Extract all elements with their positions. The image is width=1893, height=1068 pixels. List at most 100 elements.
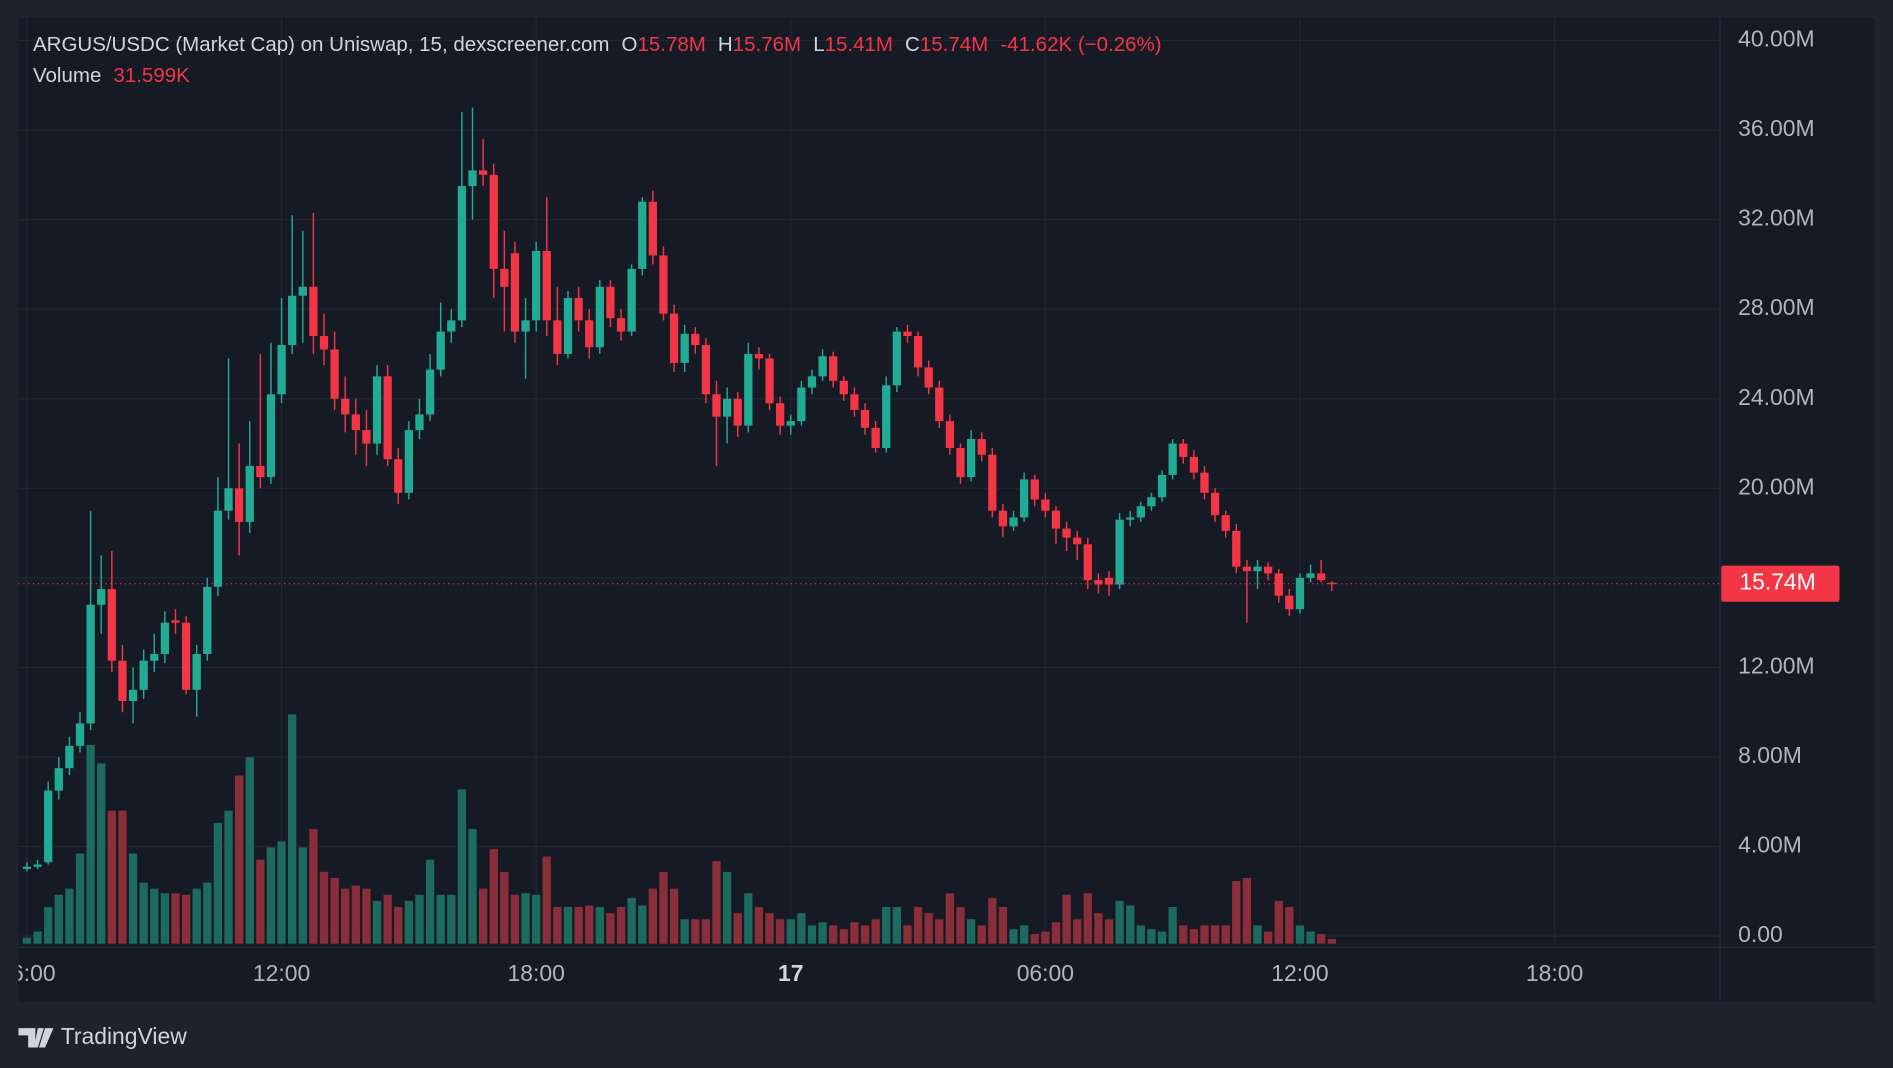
ohlc-value: 15.76M xyxy=(733,33,801,56)
candle-body xyxy=(1221,515,1230,531)
candle-body xyxy=(669,313,679,363)
candle-body xyxy=(309,286,318,337)
candle-body xyxy=(1232,530,1241,567)
volume-bar xyxy=(776,919,785,944)
candle-body xyxy=(1317,573,1326,581)
candle-body xyxy=(245,465,254,522)
candle-body xyxy=(457,186,467,321)
volume-bar xyxy=(1147,929,1156,944)
candle-body xyxy=(701,345,711,395)
candle-body xyxy=(65,745,74,769)
volume-bar xyxy=(351,885,360,944)
volume-bar xyxy=(754,907,764,944)
volume-bar xyxy=(404,900,414,944)
candle-body xyxy=(478,170,488,175)
volume-bar xyxy=(65,888,74,944)
volume-bar xyxy=(22,937,32,944)
candle-body xyxy=(171,620,180,623)
candle-body xyxy=(998,510,1008,527)
volume-bar xyxy=(553,907,562,944)
candle-body xyxy=(1189,456,1199,473)
candle-body xyxy=(150,654,159,661)
candle-body xyxy=(1168,443,1177,475)
volume-bar xyxy=(245,757,254,944)
x-tick-label: 06:00 xyxy=(0,960,56,986)
candle-body xyxy=(659,255,668,314)
volume-bar xyxy=(935,919,944,944)
candle-body xyxy=(1253,566,1262,572)
volume-bar xyxy=(1200,925,1209,944)
volume-bar xyxy=(394,907,403,944)
candle-body xyxy=(616,318,626,332)
candle-body xyxy=(1274,573,1283,596)
volume-bar xyxy=(107,810,116,944)
logo xyxy=(18,1028,54,1048)
volume-bar xyxy=(585,905,594,944)
volume-bar xyxy=(213,822,223,944)
volume-bar xyxy=(54,894,63,944)
candle-body xyxy=(966,439,976,478)
candle-body xyxy=(1200,472,1209,493)
volume-bar xyxy=(722,871,732,944)
volume-bar xyxy=(627,897,636,944)
volume-bar xyxy=(988,897,997,944)
candle-body xyxy=(415,414,424,431)
volume-bar xyxy=(829,925,838,944)
candle-body xyxy=(500,268,509,287)
volume-bar xyxy=(266,847,276,944)
volume-bar xyxy=(1157,931,1167,944)
x-tick-label: 12:00 xyxy=(1271,960,1328,986)
candle-body xyxy=(1083,544,1092,581)
candle-body xyxy=(1285,595,1294,610)
candle-body xyxy=(807,376,817,388)
candle-body xyxy=(128,689,138,702)
ohlc-value: 15.41M xyxy=(825,33,893,56)
ohlc-key: O xyxy=(622,33,638,56)
volume-bar xyxy=(500,871,509,944)
volume-bar xyxy=(1073,919,1082,944)
volume-bar xyxy=(521,893,530,944)
candle-body xyxy=(563,297,573,354)
volume-bar xyxy=(1317,934,1326,944)
candle-body xyxy=(542,250,551,321)
volume-bar xyxy=(192,888,201,944)
volume-bar xyxy=(691,919,700,944)
volume-bar xyxy=(1295,925,1305,944)
candle-body xyxy=(54,768,63,791)
volume-bar xyxy=(181,894,191,944)
volume-bar xyxy=(330,877,339,944)
volume-bar xyxy=(701,919,711,944)
volume-bar xyxy=(75,853,85,944)
candle-body xyxy=(733,398,742,426)
volume-bar xyxy=(1221,925,1230,944)
candle-body xyxy=(882,385,891,449)
volume-bar xyxy=(160,893,170,944)
candle-body xyxy=(203,586,212,655)
candle-body xyxy=(33,864,42,867)
candle-body xyxy=(691,333,700,346)
volume-bar xyxy=(1168,907,1177,944)
candle-body xyxy=(468,170,477,187)
volume-bar xyxy=(542,856,551,944)
candle-body xyxy=(744,353,753,426)
candle-body xyxy=(1136,506,1145,518)
volume-bar xyxy=(797,913,806,944)
candle-body xyxy=(988,454,997,511)
candle-body xyxy=(860,409,870,428)
volume-bar xyxy=(998,907,1008,944)
candle-body xyxy=(521,320,530,332)
volume-bar xyxy=(139,882,148,944)
volume-bar xyxy=(1094,913,1103,944)
candle-body xyxy=(776,403,785,426)
volume-bar xyxy=(765,913,774,944)
candle-body xyxy=(22,866,32,869)
brand: TradingView xyxy=(61,1023,188,1049)
candle-body xyxy=(510,253,520,332)
volume-bar xyxy=(1253,925,1262,944)
volume-bar xyxy=(956,907,965,944)
candle-body xyxy=(1157,474,1167,498)
candle-body xyxy=(489,174,498,269)
candle-body xyxy=(871,427,880,449)
volume-bar xyxy=(425,859,435,944)
candle-body xyxy=(372,376,382,444)
